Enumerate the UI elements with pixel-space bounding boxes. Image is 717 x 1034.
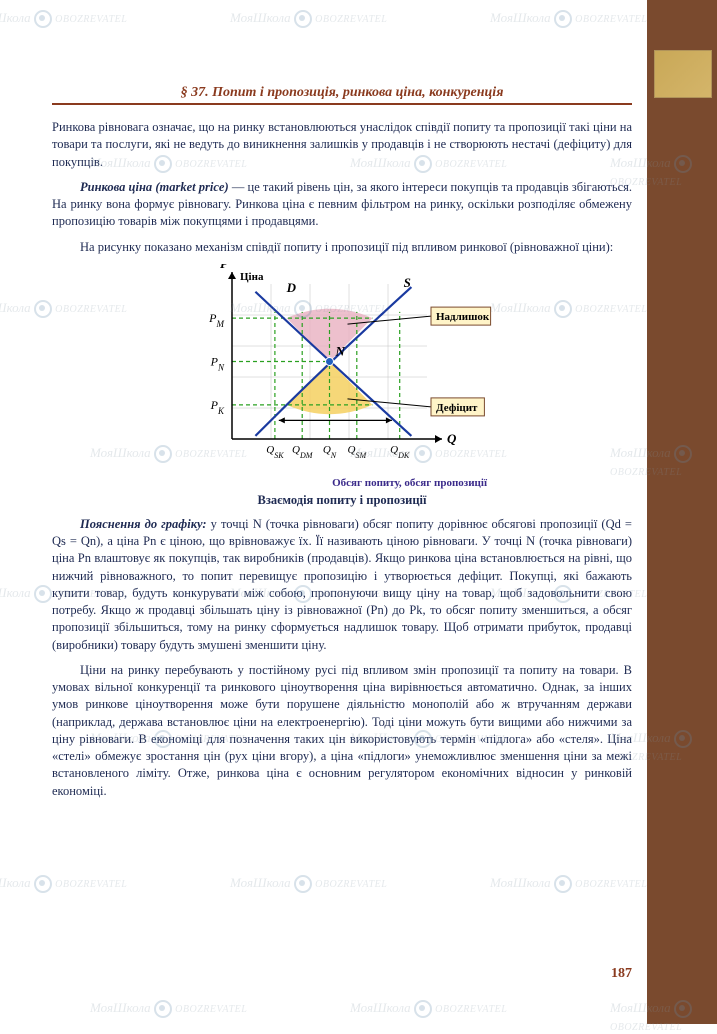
paragraph-4: Пояснення до графіку: у точці N (точка р…: [52, 516, 632, 654]
svg-text:Ціна: Ціна: [240, 271, 264, 283]
paragraph-5: Ціни на ринку перебувають у постійному р…: [52, 662, 632, 800]
svg-text:P: P: [220, 264, 229, 271]
svg-text:D: D: [286, 280, 297, 295]
paragraph-4-rest: у точці N (точка рівноваги) обсяг попиту…: [52, 517, 632, 652]
svg-text:QSK: QSK: [266, 444, 284, 460]
svg-text:PN: PN: [210, 354, 225, 372]
watermark: МояШкола OBOZREVATEL: [0, 875, 127, 893]
svg-text:Дефіцит: Дефіцит: [436, 402, 478, 414]
svg-text:QDM: QDM: [292, 444, 314, 460]
decorative-corner-image: [654, 50, 712, 98]
chart-axis-caption: Обсяг попиту, обсяг пропозиції: [187, 477, 497, 489]
svg-text:Надлишок: Надлишок: [436, 311, 490, 323]
section-underline: [52, 103, 632, 105]
supply-demand-chart: N Q P Ціна D S PM PN PK QSK QDM QN QSM QDK Надлишок Деф…: [187, 264, 497, 489]
svg-text:S: S: [404, 275, 411, 290]
watermark: МояШкола OBOZREVATEL: [350, 1000, 507, 1018]
svg-text:N: N: [335, 343, 346, 358]
svg-text:PK: PK: [210, 398, 225, 416]
watermark: МояШкола OBOZREVATEL: [90, 1000, 247, 1018]
page-content: § 37. Попит і пропозиція, ринкова ціна, …: [52, 85, 632, 808]
watermark: МояШкола OBOZREVATEL: [490, 10, 647, 28]
svg-text:QSM: QSM: [347, 444, 367, 460]
watermark: МояШкола OBOZREVATEL: [230, 875, 387, 893]
svg-text:QDK: QDK: [390, 444, 410, 460]
paragraph-1: Ринкова рівновага означає, що на ринку в…: [52, 119, 632, 171]
paragraph-3: На рисунку показано механізм співдії поп…: [52, 239, 632, 256]
svg-text:QN: QN: [323, 444, 337, 460]
chart-caption: Взаємодія попиту і пропозиції: [52, 493, 632, 508]
watermark: МояШкола OBOZREVATEL: [0, 10, 127, 28]
page-number: 187: [611, 966, 632, 982]
explanation-lead: Пояснення до графіку:: [80, 517, 207, 531]
watermark: МояШкола OBOZREVATEL: [230, 10, 387, 28]
paragraph-2: Ринкова ціна (market price) — це такий р…: [52, 179, 632, 231]
right-sidebar: [647, 0, 717, 1024]
section-title: § 37. Попит і пропозиція, ринкова ціна, …: [52, 85, 632, 101]
svg-text:PM: PM: [208, 311, 224, 329]
svg-text:Q: Q: [447, 431, 457, 446]
watermark: МояШкола OBOZREVATEL: [490, 875, 647, 893]
term-market-price: Ринкова ціна (market price): [80, 180, 229, 194]
